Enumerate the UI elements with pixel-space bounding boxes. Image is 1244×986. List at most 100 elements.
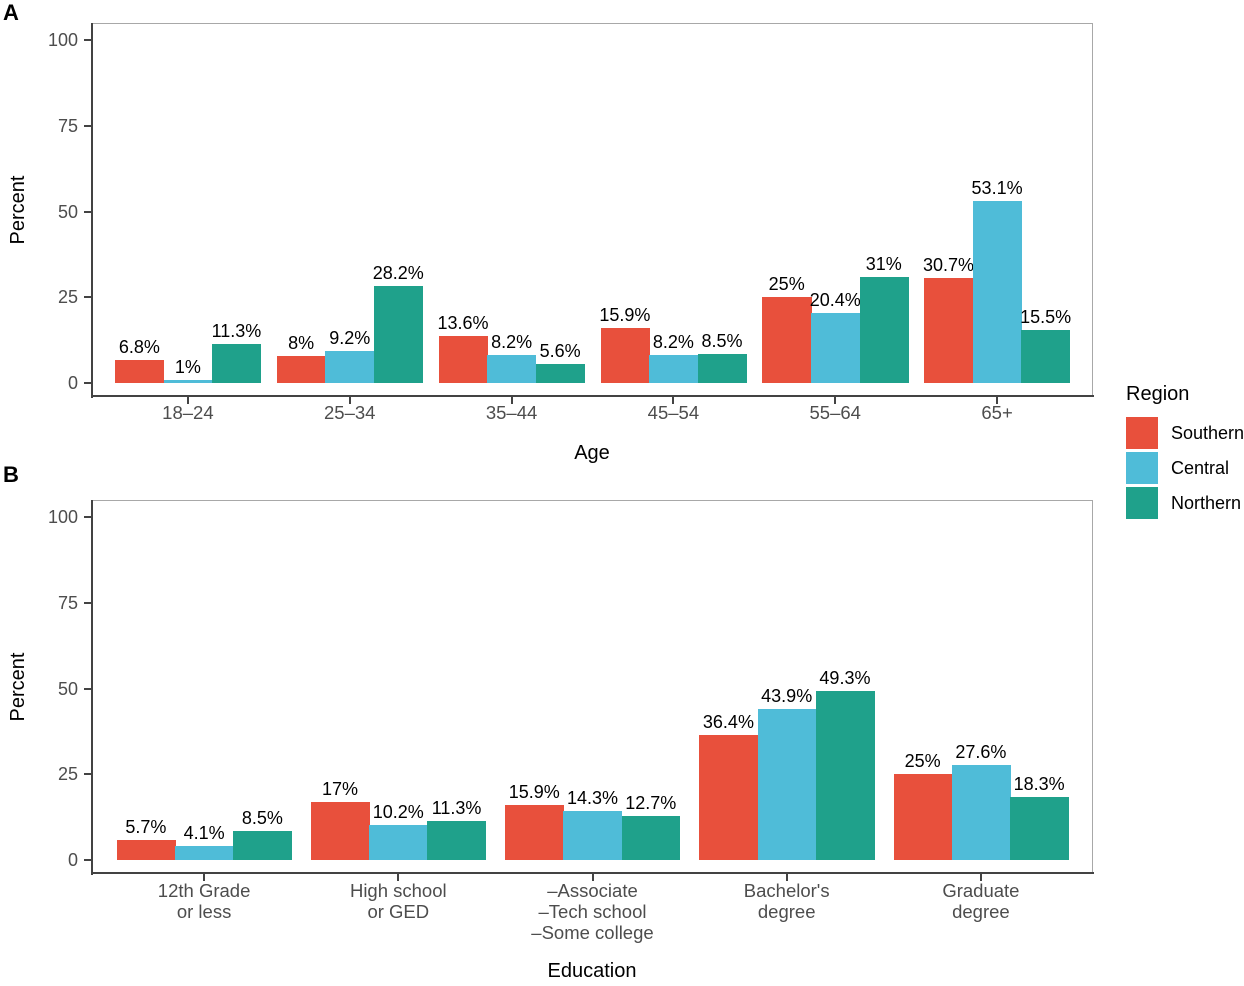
legend-label-northern: Northern bbox=[1171, 492, 1242, 513]
bar-central-1 bbox=[369, 825, 429, 860]
panel-b-y-tick-label: 50 bbox=[57, 678, 78, 699]
panel-b-x-tick-mark bbox=[979, 874, 982, 881]
panel-b-x-tick-mark bbox=[397, 874, 400, 881]
panel-b-x-tick-label: High school or GED bbox=[349, 880, 447, 922]
panel-a-x-tick-mark bbox=[672, 397, 675, 404]
legend-item-central: Central bbox=[1126, 452, 1244, 484]
panel-a-x-tick-mark bbox=[186, 397, 189, 404]
panel-a-y-tick-label: 75 bbox=[57, 115, 78, 136]
panel-b-x-tick-label: –Associate –Tech school –Some college bbox=[531, 880, 654, 943]
bar-northern-5 bbox=[1021, 329, 1071, 383]
panel-b-y-axis-line bbox=[91, 500, 93, 875]
panel-b-x-tick-label: Graduate degree bbox=[942, 880, 1020, 922]
panel-b-y-tick-label: 0 bbox=[67, 850, 78, 870]
panel-b-label: B bbox=[3, 462, 19, 487]
panel-b-y-tick-mark bbox=[84, 687, 92, 690]
bar-value-label: 5.6% bbox=[539, 340, 581, 361]
bar-value-label: 17% bbox=[322, 778, 359, 799]
panel-b-y-tick-label: 25 bbox=[57, 764, 78, 785]
bar-northern-4 bbox=[859, 276, 909, 383]
bar-value-label: 10.2% bbox=[372, 802, 424, 822]
panel-b-y-tick-label: 75 bbox=[57, 592, 78, 613]
bar-value-label: 25% bbox=[904, 751, 941, 772]
panel-a-y-tick-mark bbox=[84, 124, 92, 127]
legend-swatch-central-icon bbox=[1126, 452, 1158, 484]
panel-b-x-axis-title: Education bbox=[547, 960, 637, 982]
legend-swatch-southern-icon bbox=[1126, 417, 1158, 449]
legend-label-central: Central bbox=[1171, 457, 1230, 478]
panel-a-x-tick-label: 55–64 bbox=[809, 402, 861, 423]
bar-value-label: 43.9% bbox=[761, 686, 813, 707]
bar-northern-1 bbox=[374, 286, 424, 383]
panel-b-y-tick-mark bbox=[84, 516, 92, 518]
bar-value-label: 8.2% bbox=[491, 331, 533, 352]
bar-central-3 bbox=[649, 354, 699, 383]
bar-value-label: 18.3% bbox=[1013, 774, 1065, 795]
legend-title: Region bbox=[1126, 383, 1190, 405]
legend-item-northern: Northern bbox=[1126, 487, 1244, 519]
bar-value-label: 4.1% bbox=[183, 822, 225, 843]
panel-a-y-axis-line bbox=[91, 23, 93, 398]
bar-value-label: 12.7% bbox=[625, 793, 677, 814]
panel-a-y-tick-mark bbox=[84, 382, 92, 384]
bar-northern-0 bbox=[212, 344, 262, 383]
panel-a-x-tick-label: 65+ bbox=[981, 402, 1013, 423]
panel-a-x-tick-label: 25–34 bbox=[324, 402, 376, 423]
panel-a-x-tick-mark bbox=[510, 397, 513, 404]
bar-value-label: 30.7% bbox=[923, 254, 975, 275]
bar-central-0 bbox=[163, 379, 213, 383]
bar-value-label: 13.6% bbox=[437, 313, 489, 334]
panel-a-x-tick-mark bbox=[834, 397, 837, 404]
bar-value-label: 8.5% bbox=[241, 807, 283, 828]
bar-value-label: 27.6% bbox=[955, 742, 1007, 763]
panel-a-label: A bbox=[3, 0, 19, 25]
bar-southern-4 bbox=[762, 297, 812, 383]
bar-southern-2 bbox=[505, 805, 564, 860]
bar-central-4 bbox=[810, 313, 861, 383]
legend-swatch-northern-icon bbox=[1126, 487, 1158, 519]
bar-value-label: 31% bbox=[865, 253, 902, 274]
panel-a-y-tick-mark bbox=[84, 210, 92, 213]
panel-a-x-tick-mark bbox=[996, 397, 999, 404]
bar-southern-1 bbox=[276, 355, 327, 383]
panel-b-x-tick-label: 12th Grade or less bbox=[157, 880, 251, 922]
bar-northern-2 bbox=[621, 816, 681, 860]
panel-b-x-tick-mark bbox=[203, 874, 206, 881]
bar-value-label: 49.3% bbox=[819, 667, 871, 688]
legend: Region Southern Central Northern bbox=[1126, 383, 1244, 522]
bar-value-label: 8% bbox=[288, 332, 315, 353]
bar-value-label: 14.3% bbox=[566, 787, 619, 808]
bar-northern-2 bbox=[535, 363, 585, 383]
bar-central-2 bbox=[487, 354, 537, 383]
bar-value-label: 6.8% bbox=[118, 336, 160, 357]
bar-value-label: 53.1% bbox=[971, 177, 1023, 198]
bar-value-label: 15.9% bbox=[599, 305, 651, 326]
bar-value-label: 28.2% bbox=[372, 263, 424, 284]
panel-a-y-tick-mark bbox=[84, 296, 92, 299]
bar-central-5 bbox=[972, 200, 1022, 383]
panel-b-x-tick-mark bbox=[785, 874, 788, 881]
panel-b-x-tick-label: Bachelor's degree bbox=[743, 880, 830, 922]
bar-southern-5 bbox=[924, 277, 974, 383]
bar-value-label: 1% bbox=[174, 356, 201, 377]
panel-a-x-tick-label: 45–54 bbox=[647, 402, 700, 423]
legend-label-southern: Southern bbox=[1171, 422, 1244, 443]
bar-northern-3 bbox=[815, 690, 875, 860]
bar-southern-3 bbox=[600, 328, 650, 383]
bar-value-label: 25% bbox=[768, 274, 805, 295]
panel-a-x-tick-mark bbox=[348, 397, 351, 404]
bar-value-label: 5.7% bbox=[125, 817, 167, 838]
panel-b-y-tick-label: 100 bbox=[47, 507, 78, 527]
bar-value-label: 15.5% bbox=[1020, 306, 1072, 327]
bar-central-0 bbox=[174, 845, 234, 860]
bar-value-label: 36.4% bbox=[702, 712, 754, 733]
panel-b-x-tick-mark bbox=[591, 874, 594, 881]
panel-a-x-tick-label: 35–44 bbox=[485, 402, 538, 423]
legend-item-southern: Southern bbox=[1126, 417, 1244, 449]
bar-value-label: 15.9% bbox=[508, 782, 560, 803]
bar-value-label: 9.2% bbox=[329, 328, 371, 349]
bar-northern-1 bbox=[427, 821, 487, 860]
bar-northern-4 bbox=[1010, 797, 1069, 860]
bar-value-label: 8.5% bbox=[701, 330, 743, 351]
